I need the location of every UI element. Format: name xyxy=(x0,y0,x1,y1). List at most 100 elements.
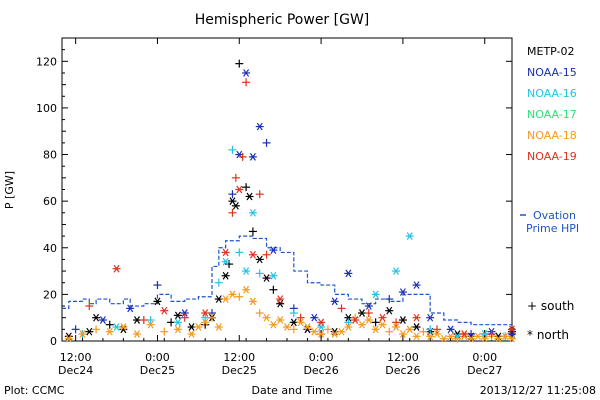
south-marker xyxy=(208,313,216,322)
x-tick-date: Dec27 xyxy=(467,364,502,377)
south-marker xyxy=(92,325,101,334)
north-marker xyxy=(508,325,516,334)
marker-stroke xyxy=(406,325,413,334)
marker-stroke xyxy=(345,269,352,278)
marker-stroke xyxy=(188,330,195,338)
north-marker xyxy=(344,313,353,322)
north-marker xyxy=(262,274,271,282)
marker-stroke xyxy=(502,332,509,341)
north-marker xyxy=(146,320,155,329)
south-marker xyxy=(201,313,210,322)
south-marker xyxy=(146,316,155,325)
north-marker xyxy=(446,325,455,334)
marker-stroke xyxy=(249,208,256,217)
north-marker xyxy=(446,332,455,341)
marker-stroke xyxy=(263,313,270,322)
north-marker xyxy=(269,320,278,329)
north-marker xyxy=(330,297,339,306)
x-axis-label: Date and Time xyxy=(252,384,333,397)
north-marker xyxy=(480,334,489,343)
footer-right: 2013/12/27 11:25:08 xyxy=(480,384,596,397)
north-marker xyxy=(201,318,210,327)
north-marker xyxy=(337,327,346,336)
marker-stroke xyxy=(434,330,440,338)
north-marker xyxy=(187,323,196,331)
north-marker xyxy=(126,304,135,313)
marker-stroke xyxy=(440,334,447,343)
north-marker xyxy=(133,330,141,338)
north-marker xyxy=(317,318,326,327)
marker-stroke xyxy=(86,327,93,336)
marker-stroke xyxy=(393,267,400,275)
north-marker xyxy=(364,302,373,310)
legend-entry-noaa-16: NOAA-16 xyxy=(527,87,577,100)
marker-stroke xyxy=(406,232,413,240)
north-marker xyxy=(248,153,257,161)
north-marker xyxy=(317,323,326,331)
marker-stroke xyxy=(474,332,481,341)
north-marker xyxy=(133,316,141,324)
marker-stroke xyxy=(270,271,277,280)
south-marker xyxy=(269,285,278,294)
x-tick-time: 12:00 xyxy=(387,351,419,364)
marker-stroke xyxy=(284,323,290,331)
marker-stroke xyxy=(120,323,127,331)
marker-stroke xyxy=(318,318,325,327)
south-marker xyxy=(426,325,435,334)
north-marker xyxy=(214,323,223,331)
north-marker xyxy=(242,69,251,77)
marker-stroke xyxy=(93,313,100,322)
north-marker xyxy=(173,311,182,320)
north-marker xyxy=(310,327,319,336)
north-marker xyxy=(105,327,114,336)
north-marker xyxy=(508,334,516,343)
north-marker xyxy=(317,330,326,338)
plot-frame xyxy=(61,37,513,342)
marker-stroke xyxy=(509,325,515,334)
marker-stroke xyxy=(311,327,318,336)
marker-stroke xyxy=(447,332,454,341)
south-marker xyxy=(296,313,305,322)
x-tick-time: 0:00 xyxy=(309,351,334,364)
marker-stroke xyxy=(106,327,113,336)
marker-stroke xyxy=(290,318,297,327)
marker-stroke xyxy=(134,330,140,338)
marker-stroke xyxy=(249,250,256,259)
north-marker xyxy=(64,334,73,343)
marker-stroke xyxy=(222,248,229,257)
marker-legend-north: * north xyxy=(527,328,569,342)
marker-stroke xyxy=(365,302,372,310)
x-tick-time: 0:00 xyxy=(472,351,497,364)
south-marker xyxy=(242,78,251,87)
marker-stroke xyxy=(188,323,195,331)
north-marker xyxy=(412,313,421,322)
south-marker xyxy=(289,325,298,334)
south-marker xyxy=(228,145,237,154)
north-marker xyxy=(242,267,251,275)
y-axis-label: P [GW] xyxy=(3,171,16,209)
marker-stroke xyxy=(236,185,243,194)
marker-stroke xyxy=(277,295,284,303)
marker-stroke xyxy=(79,330,86,338)
marker-stroke xyxy=(256,122,263,131)
south-marker xyxy=(487,330,496,339)
north-marker xyxy=(245,192,254,201)
footer-left: Plot: CCMC xyxy=(4,384,65,397)
north-marker xyxy=(398,288,407,296)
north-marker xyxy=(221,257,230,266)
marker-stroke xyxy=(174,318,181,327)
north-marker xyxy=(262,313,271,322)
legend-entry-noaa-15: NOAA-15 xyxy=(527,66,577,79)
south-marker xyxy=(235,248,244,257)
south-marker xyxy=(231,173,240,182)
south-marker xyxy=(419,327,428,336)
north-marker xyxy=(371,325,380,334)
marker-stroke xyxy=(372,290,379,299)
north-marker xyxy=(231,201,240,210)
north-marker xyxy=(439,334,448,343)
marker-stroke xyxy=(413,313,420,322)
marker-stroke xyxy=(229,290,236,299)
south-marker xyxy=(235,292,244,301)
north-marker xyxy=(405,325,414,334)
